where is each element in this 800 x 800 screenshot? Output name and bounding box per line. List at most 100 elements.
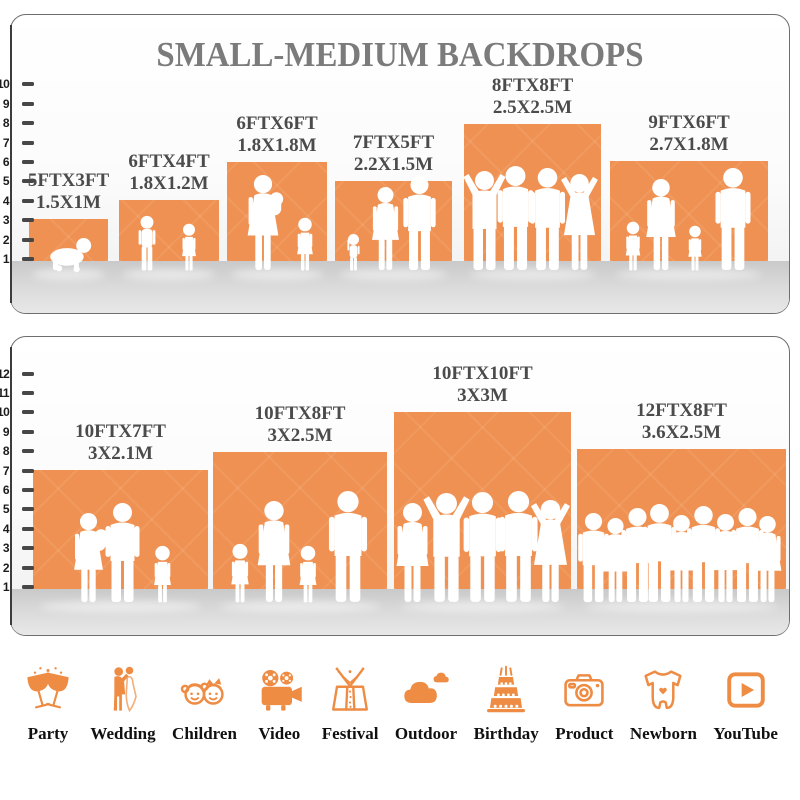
- birthday-icon: [487, 665, 526, 713]
- wedding-icon: [113, 666, 137, 713]
- size-meters: 3X3M: [457, 384, 508, 406]
- outdoor-icon: [404, 672, 449, 703]
- ruler-number: 5: [2, 502, 10, 517]
- ruler-tick: [22, 179, 34, 184]
- ruler-number: 6: [2, 155, 10, 169]
- category-row: Party Wedding Children Video Festival Outdoor…: [22, 664, 778, 744]
- ruler-tick: [22, 82, 34, 87]
- backdrop-size-label: 10FTX8FT 3X2.5M: [255, 403, 346, 446]
- size-feet: 10FTX7FT: [75, 421, 166, 443]
- ruler-number: 4: [2, 193, 10, 208]
- ruler-tick: [22, 218, 34, 223]
- backdrop-size-label: 5FTX3FT 1.5X1M: [28, 170, 109, 213]
- ruler-number: 7: [2, 463, 10, 478]
- ruler-number: 2: [2, 232, 10, 247]
- ruler-number: 10: [0, 405, 10, 420]
- backdrop-6ftx4ft: [119, 200, 219, 261]
- size-meters: 2.5X2.5M: [492, 96, 573, 118]
- backdrop-size-label: 6FTX4FT 1.8X1.2M: [128, 151, 209, 194]
- category-birthday: Birthday: [474, 664, 539, 744]
- size-feet: 8FTX8FT: [491, 75, 574, 97]
- ruler-tick: [22, 488, 34, 492]
- size-meters: 1.8X1.2M: [129, 172, 209, 194]
- category-label: Video: [258, 724, 301, 743]
- ruler-number: 7: [2, 135, 10, 150]
- ruler-tick: [22, 507, 34, 512]
- category-youtube: YouTube: [713, 664, 778, 744]
- category-label: Product: [555, 724, 614, 743]
- category-party: Party: [22, 664, 74, 744]
- backdrop-6ftx6ft: [227, 162, 327, 261]
- small-medium-backdrops-panel: SMALL-MEDIUM BACKDROPS 5FTX3FT 1.5X1M 6FTX…: [0, 14, 790, 314]
- ruler-tick: [22, 140, 34, 145]
- size-meters: 3X2.5M: [267, 424, 333, 446]
- ruler-tick: [22, 565, 34, 570]
- ruler-tick: [22, 468, 34, 473]
- category-video: Video: [253, 664, 305, 744]
- backdrop-size-label: 9FTX6FT 2.7X1.8M: [648, 112, 729, 155]
- category-label: Festival: [321, 724, 379, 743]
- backdrop-size-label: 6FTX6FT 1.8X1.8M: [236, 113, 317, 156]
- backdrop-12ftx8ft: [577, 449, 786, 589]
- ruler-tick: [22, 391, 34, 395]
- size-meters: 2.2X1.5M: [353, 153, 434, 175]
- category-label: Party: [27, 724, 69, 743]
- backdrop-size-label: 10FTX7FT 3X2.1M: [75, 421, 166, 464]
- ruler-number: 3: [2, 541, 10, 556]
- ruler-line: [10, 347, 12, 625]
- size-feet: 6FTX6FT: [236, 113, 318, 135]
- backdrop-8ftx8ft: [464, 124, 601, 261]
- category-product: Product: [555, 664, 613, 744]
- ruler-tick: [22, 449, 34, 454]
- children-icon: [181, 678, 225, 705]
- youtube-icon: [726, 672, 765, 708]
- backdrop-size-label: 10FTX10FT 3X3M: [432, 363, 532, 406]
- ruler-number: 9: [2, 424, 10, 439]
- backdrop-10ftx7ft: [33, 470, 208, 589]
- backdrop-size-label: 7FTX5FT 2.2X1.5M: [353, 132, 434, 175]
- party-icon: [27, 667, 69, 709]
- floor: [11, 589, 789, 635]
- ruler-tick: [22, 546, 34, 551]
- size-meters: 3X2.1M: [88, 442, 153, 464]
- ruler-number: 6: [2, 483, 10, 497]
- size-feet: 12FTX8FT: [636, 400, 727, 422]
- size-feet: 10FTX8FT: [254, 403, 346, 425]
- size-feet: 7FTX5FT: [352, 132, 435, 154]
- category-newborn: Newborn: [630, 664, 697, 744]
- ruler-tick: [22, 410, 34, 415]
- size-feet: 10FTX10FT: [432, 363, 533, 385]
- ruler-tick: [22, 237, 34, 242]
- ruler-tick: [22, 429, 34, 434]
- page-title: SMALL-MEDIUM BACKDROPS: [156, 35, 644, 74]
- ruler-number: 12: [0, 366, 10, 381]
- ruler-number: 3: [2, 213, 10, 228]
- backdrop-size-label: 8FTX8FT 2.5X2.5M: [492, 75, 573, 118]
- video-icon: [262, 669, 303, 711]
- ruler-number: 11: [0, 386, 10, 400]
- ruler-tick: [22, 121, 34, 126]
- ruler-number: 1: [2, 580, 10, 594]
- ruler-number: 8: [2, 444, 10, 459]
- backdrop-9ftx6ft: [610, 161, 768, 261]
- ruler-tick: [22, 198, 34, 203]
- category-outdoor: Outdoor: [395, 664, 457, 744]
- category-label: YouTube: [713, 724, 778, 743]
- size-feet: 6FTX4FT: [128, 151, 210, 173]
- ruler-number: 8: [2, 116, 10, 131]
- ruler-number: 5: [2, 174, 10, 189]
- ruler-tick: [22, 371, 34, 376]
- size-meters: 1.5X1M: [36, 191, 101, 213]
- category-label: Newborn: [629, 724, 697, 743]
- backdrop-10ftx10ft: [394, 412, 571, 589]
- size-meters: 2.7X1.8M: [649, 133, 729, 155]
- ruler-number: 10: [0, 77, 10, 92]
- ruler-tick: [22, 160, 34, 164]
- category-children: Children: [172, 664, 237, 744]
- category-festival: Festival: [321, 664, 379, 744]
- size-meters: 1.8X1.8M: [237, 134, 317, 156]
- large-backdrops-panel: 10FTX7FT 3X2.1M 10FTX8FT 3X2.5M 10FTX10FT 3X3…: [0, 336, 790, 636]
- category-label: Children: [172, 724, 237, 743]
- category-label: Outdoor: [394, 724, 458, 743]
